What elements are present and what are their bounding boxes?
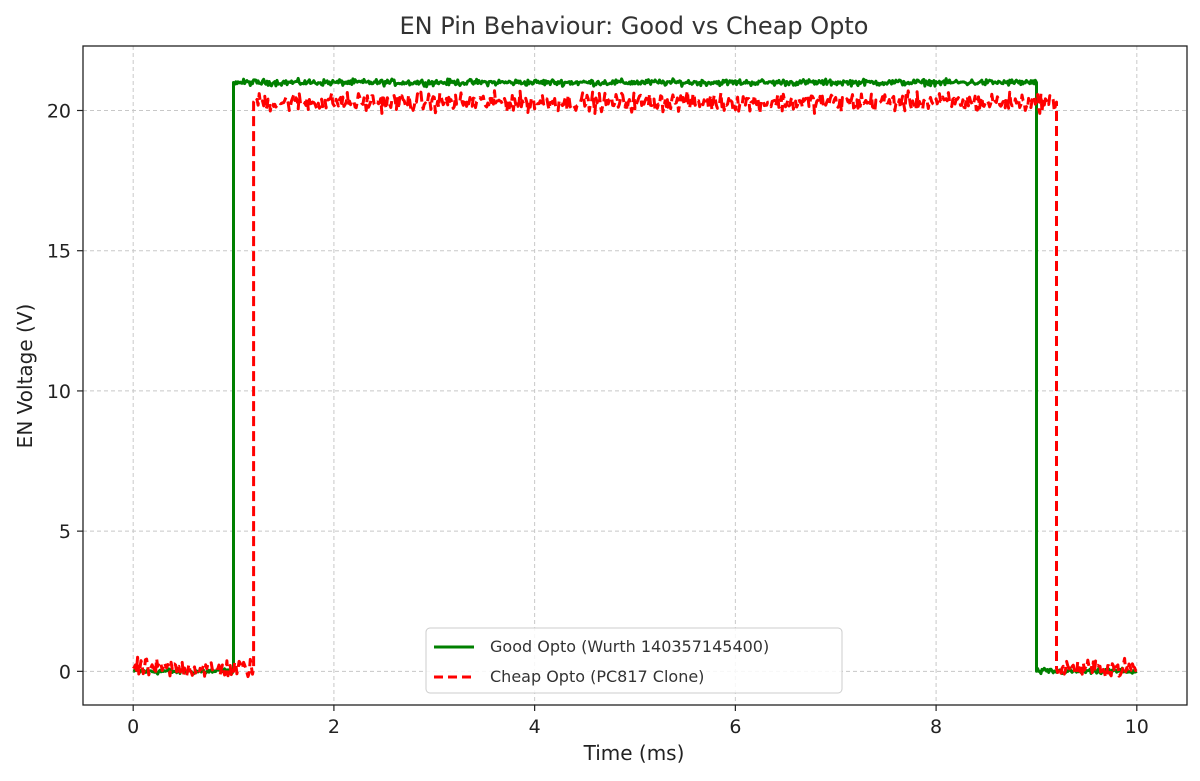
x-tick-label: 4 xyxy=(529,716,541,738)
legend-label-cheap-opto: Cheap Opto (PC817 Clone) xyxy=(490,667,704,686)
x-tick-label: 2 xyxy=(328,716,340,738)
x-tick-label: 8 xyxy=(930,716,942,738)
x-tick-label: 0 xyxy=(127,716,139,738)
series-line-0 xyxy=(132,76,1138,676)
series-layer xyxy=(132,76,1139,679)
grid-lines xyxy=(83,46,1187,705)
x-axis-label: Time (ms) xyxy=(583,741,685,765)
y-tick-label: 0 xyxy=(59,661,71,683)
axis-ticks: 0 2 4 6 8 10 0 5 10 15 20 xyxy=(47,100,1149,738)
y-tick-label: 15 xyxy=(47,241,71,263)
x-tick-label: 10 xyxy=(1125,716,1149,738)
legend-label-good-opto: Good Opto (Wurth 140357145400) xyxy=(490,637,769,656)
y-tick-label: 10 xyxy=(47,381,71,403)
legend-box xyxy=(425,627,843,694)
series-line-1 xyxy=(132,89,1139,679)
chart-title: EN Pin Behaviour: Good vs Cheap Opto xyxy=(400,12,869,40)
legend: Good Opto (Wurth 140357145400) Cheap Opt… xyxy=(425,627,843,694)
x-tick-label: 6 xyxy=(729,716,741,738)
y-axis-label: EN Voltage (V) xyxy=(13,304,37,449)
plot-frame xyxy=(82,45,1188,706)
y-tick-label: 5 xyxy=(59,521,71,543)
y-tick-label: 20 xyxy=(47,100,71,122)
